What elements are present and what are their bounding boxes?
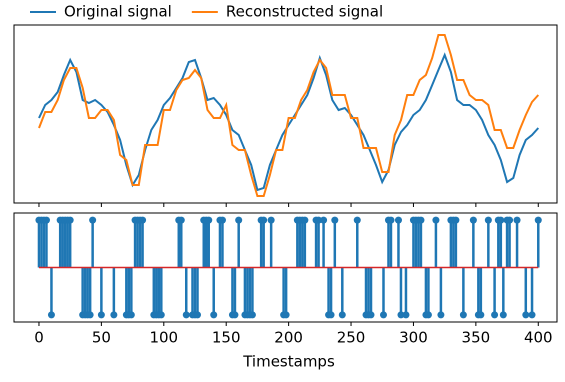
- stem-marker: [338, 311, 346, 319]
- x-tick-label: 250: [337, 329, 366, 347]
- x-tick-label: 100: [149, 329, 178, 347]
- stem-marker: [210, 311, 218, 319]
- stem-marker: [394, 216, 402, 224]
- legend-label: Reconstructed signal: [226, 3, 383, 21]
- stem-marker: [282, 311, 290, 319]
- stem-marker: [177, 216, 185, 224]
- stem-marker: [315, 216, 323, 224]
- x-axis-label: Timestamps: [242, 353, 335, 371]
- stem-marker: [459, 311, 467, 319]
- stem-marker: [452, 216, 460, 224]
- stem-marker: [193, 311, 201, 319]
- stem-marker: [97, 311, 105, 319]
- stem-marker: [235, 216, 243, 224]
- stem-marker: [157, 311, 165, 319]
- stem-marker: [437, 311, 445, 319]
- x-tick-label: 0: [34, 329, 44, 347]
- stem-marker: [89, 216, 97, 224]
- stem-marker: [353, 216, 361, 224]
- stem-marker: [42, 216, 50, 224]
- stem-marker: [320, 216, 328, 224]
- stem-marker: [267, 216, 275, 224]
- stem-marker: [248, 311, 256, 319]
- line-series: [38, 34, 540, 197]
- stem-marker: [205, 216, 213, 224]
- stem-marker: [528, 311, 536, 319]
- stem-marker: [231, 311, 239, 319]
- stem-marker: [477, 311, 485, 319]
- stem-marker: [379, 311, 387, 319]
- stem-marker: [522, 311, 530, 319]
- x-tick-label: 350: [462, 329, 491, 347]
- stem-marker: [139, 216, 147, 224]
- stem-marker: [402, 311, 410, 319]
- legend-label: Original signal: [64, 3, 172, 21]
- stem-marker: [47, 311, 55, 319]
- stem-marker: [218, 216, 226, 224]
- line-series: [38, 52, 540, 192]
- stem-marker: [506, 216, 514, 224]
- x-tick-label: 150: [212, 329, 241, 347]
- stem-marker: [66, 216, 74, 224]
- stem-marker: [301, 216, 309, 224]
- stem-marker: [182, 311, 190, 319]
- x-tick-label: 200: [274, 329, 303, 347]
- stem-marker: [484, 216, 492, 224]
- stem-marker: [260, 216, 268, 224]
- x-tick-label: 50: [92, 329, 111, 347]
- stem-marker: [86, 311, 94, 319]
- x-tick-label: 400: [524, 329, 553, 347]
- plot-frame: [13, 24, 558, 204]
- plot-frame: [13, 212, 558, 323]
- stem-marker: [432, 216, 440, 224]
- stem-marker: [497, 216, 505, 224]
- stem-marker: [417, 216, 425, 224]
- x-tick-label: 300: [399, 329, 428, 347]
- stem-marker: [491, 311, 499, 319]
- stem-marker: [469, 216, 477, 224]
- stem-marker: [110, 311, 118, 319]
- stem-marker: [424, 311, 432, 319]
- stem-marker: [397, 311, 405, 319]
- stem-marker: [327, 311, 335, 319]
- stem-marker: [499, 311, 507, 319]
- stem-marker: [513, 216, 521, 224]
- stem-marker: [127, 311, 135, 319]
- stem-marker: [387, 216, 395, 224]
- stem-marker: [534, 216, 542, 224]
- stem-marker: [331, 216, 339, 224]
- stem-marker: [367, 311, 375, 319]
